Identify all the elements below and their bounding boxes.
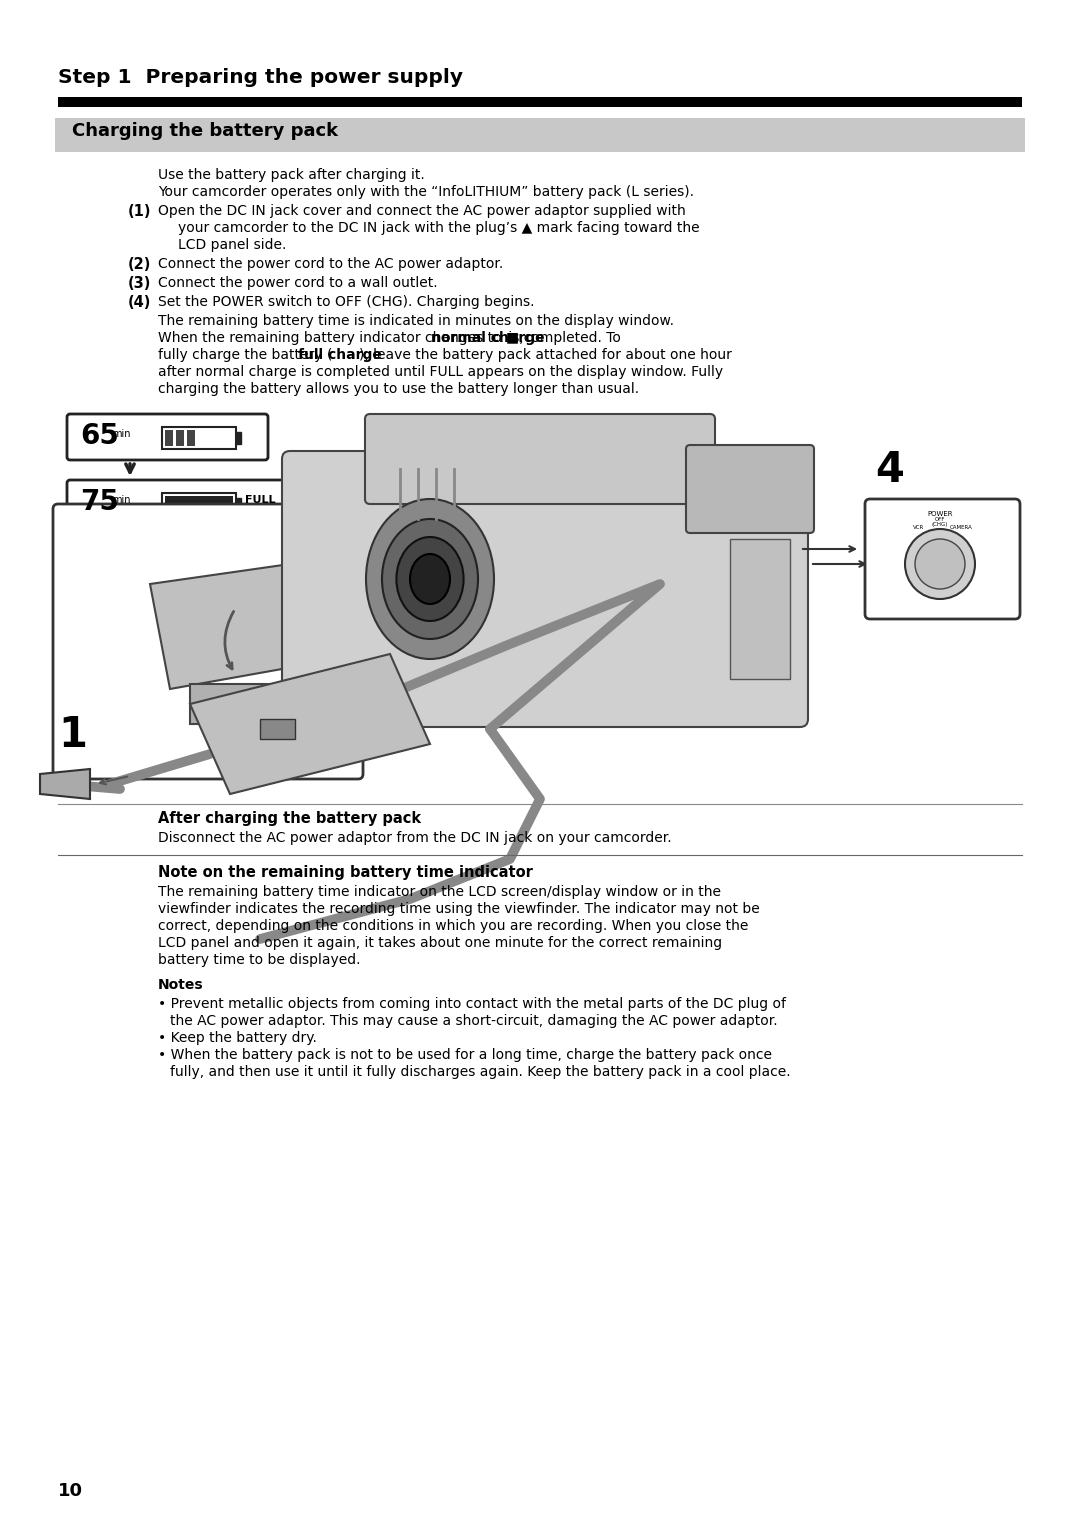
Bar [190,685,270,724]
Text: Step 1  Preparing the power supply: Step 1 Preparing the power supply [58,69,463,87]
Text: Note on the remaining battery time indicator: Note on the remaining battery time indic… [158,865,532,880]
Text: (1): (1) [129,205,151,219]
Text: ), leave the battery pack attached for about one hour: ), leave the battery pack attached for a… [359,348,732,362]
Text: The remaining battery time indicator on the LCD screen/display window or in the: The remaining battery time indicator on … [158,885,721,898]
Bar [55,118,1025,151]
Bar [162,426,237,449]
Ellipse shape [382,520,478,639]
Text: Connect the power cord to the AC power adaptor.: Connect the power cord to the AC power a… [158,257,503,270]
Text: Connect the power cord to a wall outlet.: Connect the power cord to a wall outlet. [158,277,437,290]
Text: POWER: POWER [928,510,953,516]
Text: Disconnect the AC power adaptor from the DC IN jack on your camcorder.: Disconnect the AC power adaptor from the… [158,831,672,845]
Text: 4: 4 [875,449,904,490]
Text: full charge: full charge [297,348,381,362]
FancyBboxPatch shape [365,414,715,504]
FancyBboxPatch shape [67,480,308,526]
FancyBboxPatch shape [53,504,363,779]
Bar [730,539,789,678]
Text: correct, depending on the conditions in which you are recording. When you close : correct, depending on the conditions in … [158,918,748,934]
Text: 75: 75 [80,487,119,516]
Polygon shape [40,769,90,799]
Text: 65: 65 [80,422,119,451]
Text: The remaining battery time is indicated in minutes on the display window.: The remaining battery time is indicated … [158,313,674,329]
Ellipse shape [396,536,463,620]
FancyBboxPatch shape [865,500,1020,619]
Bar [237,432,241,445]
FancyBboxPatch shape [282,451,808,727]
Text: fully charge the battery (: fully charge the battery ( [158,348,333,362]
Text: When the remaining battery indicator changes to ■,: When the remaining battery indicator cha… [158,332,528,345]
Bar [237,498,241,510]
Bar [260,720,295,740]
Text: CAMERA: CAMERA [949,526,972,530]
Ellipse shape [905,529,975,599]
Polygon shape [190,654,430,795]
Text: is completed. To: is completed. To [504,332,621,345]
Bar [165,497,233,512]
Text: min: min [112,495,131,504]
Ellipse shape [366,500,494,659]
Text: Charging the battery pack: Charging the battery pack [72,122,338,141]
Bar [176,429,184,446]
Text: the AC power adaptor. This may cause a short-circuit, damaging the AC power adap: the AC power adaptor. This may cause a s… [170,1015,778,1028]
Text: Set the POWER switch to OFF (CHG). Charging begins.: Set the POWER switch to OFF (CHG). Charg… [158,295,535,309]
FancyBboxPatch shape [67,414,268,460]
Text: after normal charge is completed until FULL appears on the display window. Fully: after normal charge is completed until F… [158,365,724,379]
Text: min: min [112,429,131,439]
Text: Open the DC IN jack cover and connect the AC power adaptor supplied with: Open the DC IN jack cover and connect th… [158,205,686,219]
Text: • Keep the battery dry.: • Keep the battery dry. [158,1031,316,1045]
Text: After charging the battery pack: After charging the battery pack [158,811,421,827]
Text: FULL: FULL [245,495,275,504]
FancyBboxPatch shape [686,445,814,533]
Text: Your camcorder operates only with the “InfoLITHIUM” battery pack (L series).: Your camcorder operates only with the “I… [158,185,694,199]
Text: (3): (3) [129,277,151,290]
Text: OFF
(CHG): OFF (CHG) [932,516,948,527]
Text: 1: 1 [58,714,87,756]
Text: (4): (4) [129,295,151,310]
Bar [58,96,1022,107]
Bar [198,429,233,446]
Text: normal charge: normal charge [431,332,545,345]
Text: charging the battery allows you to use the battery longer than usual.: charging the battery allows you to use t… [158,382,639,396]
Bar [162,494,237,515]
Text: (2): (2) [129,257,151,272]
Polygon shape [150,564,310,689]
Text: 10: 10 [58,1482,83,1500]
Text: • Prevent metallic objects from coming into contact with the metal parts of the : • Prevent metallic objects from coming i… [158,996,786,1012]
Ellipse shape [915,539,966,588]
Text: LCD panel side.: LCD panel side. [178,238,286,252]
Bar [187,429,195,446]
Text: battery time to be displayed.: battery time to be displayed. [158,953,361,967]
Text: viewfinder indicates the recording time using the viewfinder. The indicator may : viewfinder indicates the recording time … [158,902,759,915]
Text: VCR: VCR [914,526,924,530]
Bar [165,429,173,446]
Text: Notes: Notes [158,978,204,992]
Text: fully, and then use it until it fully discharges again. Keep the battery pack in: fully, and then use it until it fully di… [170,1065,791,1079]
Ellipse shape [410,555,450,604]
Text: • When the battery pack is not to be used for a long time, charge the battery pa: • When the battery pack is not to be use… [158,1048,772,1062]
Text: Use the battery pack after charging it.: Use the battery pack after charging it. [158,168,424,182]
Text: your camcorder to the DC IN jack with the plug’s ▲ mark facing toward the: your camcorder to the DC IN jack with th… [178,222,700,235]
Text: LCD panel and open it again, it takes about one minute for the correct remaining: LCD panel and open it again, it takes ab… [158,937,723,950]
